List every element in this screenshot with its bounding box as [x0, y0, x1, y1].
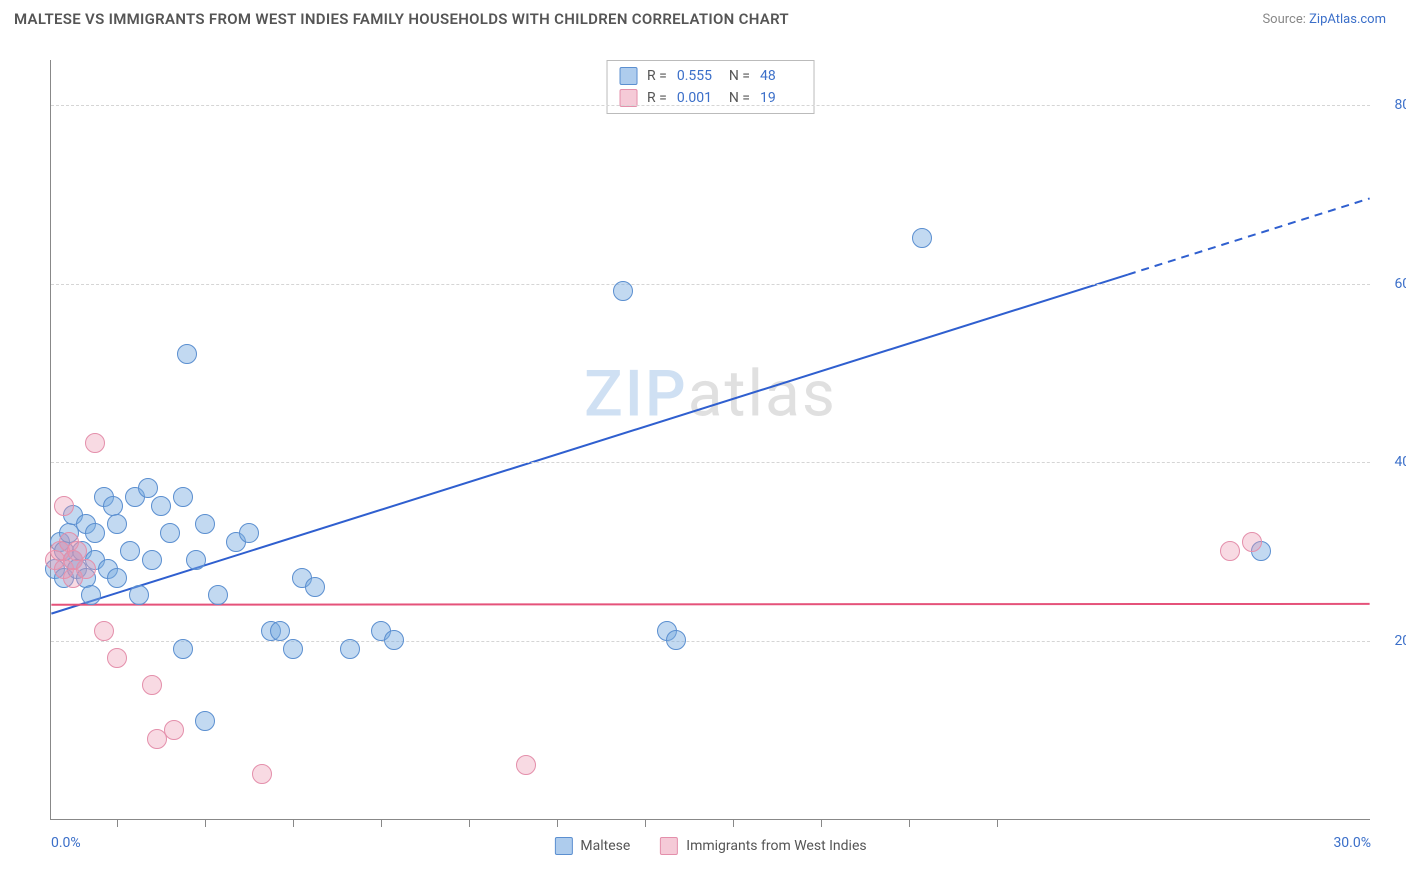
- data-point: [195, 711, 215, 731]
- scatter-plot-area: ZIPatlas R = 0.555 N = 48 R = 0.001 N = …: [50, 60, 1370, 820]
- data-point: [305, 577, 325, 597]
- swatch-blue-icon: [619, 67, 637, 85]
- data-point: [283, 639, 303, 659]
- data-point: [142, 675, 162, 695]
- data-point: [270, 621, 290, 641]
- data-point: [239, 523, 259, 543]
- x-tick: [381, 819, 382, 827]
- legend-item-maltese: Maltese: [554, 837, 630, 855]
- source-link[interactable]: ZipAtlas.com: [1309, 12, 1386, 27]
- data-point: [208, 585, 228, 605]
- gridline: [51, 284, 1370, 285]
- n-label: N =: [729, 90, 750, 106]
- gridline: [51, 105, 1370, 106]
- n-value-pink: 19: [760, 90, 802, 106]
- x-tick: [909, 819, 910, 827]
- data-point: [107, 568, 127, 588]
- data-point: [164, 720, 184, 740]
- r-value-blue: 0.555: [677, 68, 719, 84]
- data-point: [186, 550, 206, 570]
- legend-label-maltese: Maltese: [580, 838, 630, 854]
- x-tick: [205, 819, 206, 827]
- n-value-blue: 48: [760, 68, 802, 84]
- r-label: R =: [647, 90, 667, 106]
- source-label: Source:: [1262, 12, 1305, 27]
- watermark-zip: ZIP: [584, 356, 688, 431]
- regression-line: [51, 604, 1369, 605]
- x-tick: [117, 819, 118, 827]
- swatch-blue-icon: [554, 837, 572, 855]
- data-point: [384, 630, 404, 650]
- x-tick: [645, 819, 646, 827]
- gridline: [51, 462, 1370, 463]
- data-point: [138, 478, 158, 498]
- data-point: [107, 514, 127, 534]
- stats-legend-box: R = 0.555 N = 48 R = 0.001 N = 19: [606, 60, 815, 114]
- data-point: [177, 344, 197, 364]
- data-point: [912, 228, 932, 248]
- data-point: [1242, 532, 1262, 552]
- chart-title: MALTESE VS IMMIGRANTS FROM WEST INDIES F…: [14, 10, 789, 28]
- x-tick: [293, 819, 294, 827]
- data-point: [173, 487, 193, 507]
- legend-label-west-indies: Immigrants from West Indies: [686, 838, 866, 854]
- data-point: [666, 630, 686, 650]
- legend-item-west-indies: Immigrants from West Indies: [660, 837, 866, 855]
- r-label: R =: [647, 68, 667, 84]
- x-tick-label: 30.0%: [1333, 835, 1371, 851]
- data-point: [160, 523, 180, 543]
- regression-line: [51, 275, 1128, 614]
- x-tick: [733, 819, 734, 827]
- x-tick: [469, 819, 470, 827]
- x-tick: [997, 819, 998, 827]
- x-tick: [557, 819, 558, 827]
- stats-row-blue: R = 0.555 N = 48: [619, 65, 802, 87]
- data-point: [94, 621, 114, 641]
- regression-line-dashed: [1128, 198, 1370, 274]
- source-attribution: Source: ZipAtlas.com: [1262, 12, 1386, 27]
- regression-overlay: [51, 60, 1370, 819]
- watermark-atlas: atlas: [688, 356, 837, 431]
- data-point: [340, 639, 360, 659]
- data-point: [85, 433, 105, 453]
- data-point: [516, 755, 536, 775]
- watermark: ZIPatlas: [584, 356, 837, 431]
- x-tick-label: 0.0%: [51, 835, 81, 851]
- swatch-pink-icon: [660, 837, 678, 855]
- data-point: [129, 585, 149, 605]
- data-point: [81, 585, 101, 605]
- data-point: [142, 550, 162, 570]
- r-value-pink: 0.001: [677, 90, 719, 106]
- data-point: [103, 496, 123, 516]
- n-label: N =: [729, 68, 750, 84]
- data-point: [195, 514, 215, 534]
- data-point: [76, 559, 96, 579]
- data-point: [613, 281, 633, 301]
- y-tick-label: 80.0%: [1394, 97, 1406, 113]
- bottom-legend: Maltese Immigrants from West Indies: [554, 837, 866, 855]
- y-tick-label: 60.0%: [1394, 276, 1406, 292]
- data-point: [54, 496, 74, 516]
- gridline: [51, 641, 1370, 642]
- y-tick-label: 40.0%: [1394, 454, 1406, 470]
- data-point: [151, 496, 171, 516]
- data-point: [173, 639, 193, 659]
- data-point: [85, 523, 105, 543]
- chart-container: Family Households with Children ZIPatlas…: [0, 40, 1406, 892]
- data-point: [107, 648, 127, 668]
- data-point: [1220, 541, 1240, 561]
- data-point: [252, 764, 272, 784]
- y-tick-label: 20.0%: [1394, 633, 1406, 649]
- x-tick: [821, 819, 822, 827]
- data-point: [120, 541, 140, 561]
